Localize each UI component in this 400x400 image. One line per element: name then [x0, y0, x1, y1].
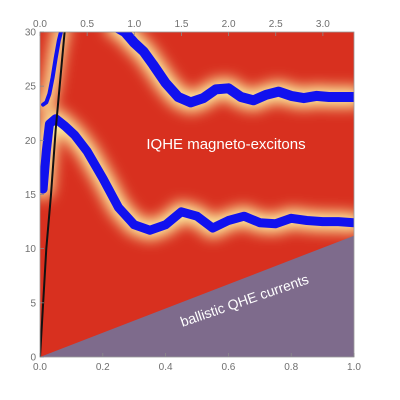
y-tick-label: 10 — [25, 244, 37, 255]
ballistic-wedge — [40, 235, 354, 357]
x-top-tick-label: 1.5 — [174, 19, 188, 30]
x-bottom-tick-label: 0.8 — [284, 362, 298, 373]
y-axis-left: 0 5 10 15 20 25 30 — [25, 28, 44, 364]
x-top-tick-label: 2.0 — [222, 19, 236, 30]
x-top-tick-label: 0.0 — [33, 19, 47, 30]
band-layer — [40, 32, 354, 235]
y-tick-label: 5 — [30, 298, 36, 309]
x-top-tick-label: 3.0 — [316, 19, 330, 30]
x-top-tick-label: 1.0 — [127, 19, 141, 30]
y-tick-label: 15 — [25, 190, 37, 201]
x-bottom-tick-label: 0.4 — [159, 362, 173, 373]
y-tick-label: 20 — [25, 136, 37, 147]
annotation-iqhe: IQHE magneto-excitons — [146, 136, 305, 153]
upper-left-band — [41, 32, 64, 107]
x-bottom-tick-label: 1.0 — [347, 362, 361, 373]
y-tick-label: 25 — [25, 82, 37, 93]
x-top-tick-label: 2.5 — [269, 19, 283, 30]
x-axis-bottom: 0.0 0.2 0.4 0.6 0.8 1.0 — [33, 353, 361, 373]
x-axis-top: 0.0 0.5 1.0 1.5 2.0 2.5 3.0 — [33, 19, 330, 36]
x-bottom-tick-label: 0.6 — [221, 362, 235, 373]
lower-band — [40, 114, 354, 235]
black-line — [40, 32, 66, 357]
y-tick-label: 0 — [30, 353, 36, 364]
x-bottom-tick-label: 0.2 — [96, 362, 110, 373]
x-bottom-tick-label: 0.0 — [33, 362, 47, 373]
upper-band — [114, 32, 354, 108]
x-top-tick-label: 0.5 — [80, 19, 94, 30]
y-tick-label: 30 — [25, 28, 37, 39]
